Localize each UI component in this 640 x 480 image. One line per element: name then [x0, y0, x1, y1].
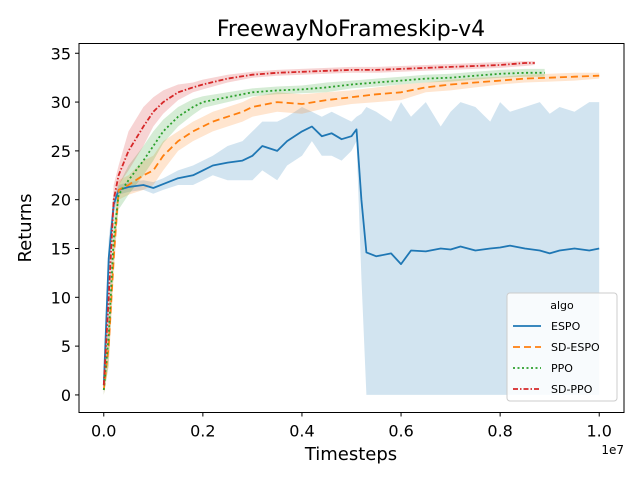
x-tick-label: 0.4 — [289, 422, 314, 441]
y-tick-label: 5 — [61, 337, 71, 356]
plot-frame — [78, 43, 625, 413]
y-tick-label: 10 — [51, 288, 71, 307]
x-axis-offset: 1e7 — [601, 443, 624, 457]
line-ppo — [102, 71, 545, 391]
x-axis: 0.0 0.2 0.4 0.6 0.8 1.0 — [91, 412, 612, 441]
y-tick-label: 30 — [51, 93, 71, 112]
legend-label-sd-ppo: SD-PPO — [551, 383, 593, 396]
confidence-bands — [103, 61, 600, 395]
y-tick-label: 15 — [51, 240, 71, 259]
x-tick-label: 0.2 — [190, 422, 215, 441]
legend-label-sd-espo: SD-ESPO — [551, 341, 600, 354]
x-tick-label: 0.6 — [388, 422, 413, 441]
legend-label-espo: ESPO — [551, 320, 581, 333]
x-tick-label: 0.8 — [487, 422, 512, 441]
legend-box — [506, 292, 618, 402]
line-sd-espo — [102, 74, 600, 391]
legend-title: algo — [550, 299, 574, 312]
y-tick-label: 20 — [51, 191, 71, 210]
y-tick-label: 35 — [51, 44, 71, 63]
y-axis: 0 5 10 15 20 25 30 35 — [51, 44, 79, 405]
y-tick-label: 25 — [51, 142, 71, 161]
y-axis-label: Returns — [15, 193, 36, 262]
legend-label-ppo: PPO — [551, 362, 573, 375]
y-tick-label: 0 — [61, 386, 71, 405]
line-espo — [102, 125, 600, 386]
x-tick-label: 0.0 — [91, 422, 116, 441]
band-espo — [103, 102, 600, 395]
x-tick-label: 1.0 — [587, 422, 612, 441]
line-sd-ppo — [102, 62, 535, 386]
legend: algo ESPO SD-ESPO PPO SD-PPO — [506, 292, 618, 402]
chart-title: FreewayNoFrameskip-v4 — [217, 17, 485, 42]
series-lines — [102, 62, 600, 391]
x-axis-label: Timesteps — [304, 444, 397, 465]
